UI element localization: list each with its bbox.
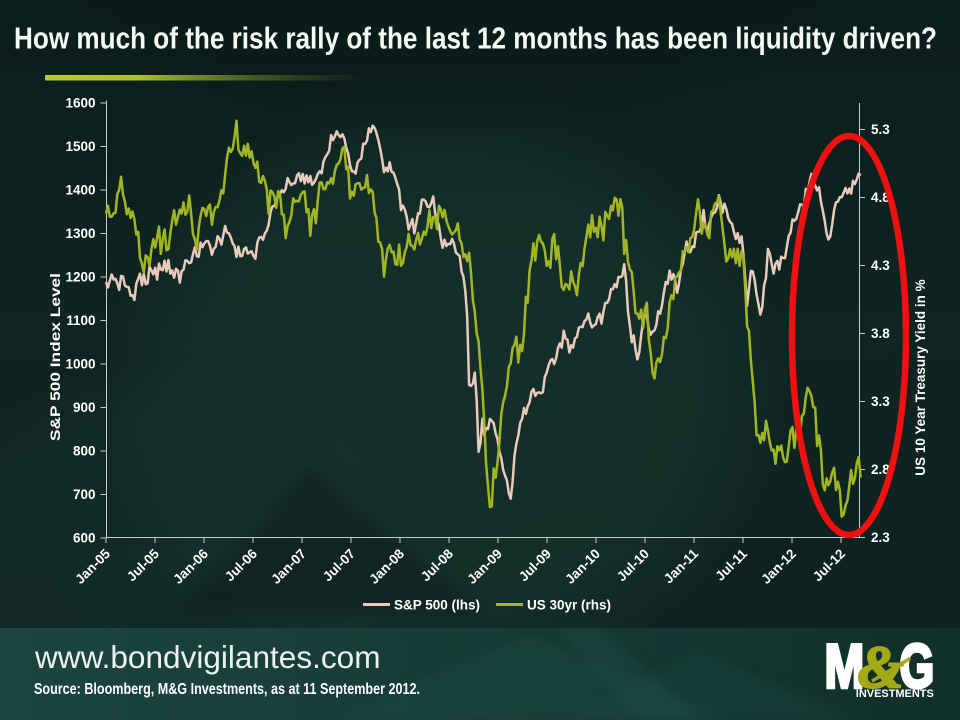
svg-text:US 10 Year Treasury Yield in %: US 10 Year Treasury Yield in %: [913, 279, 928, 475]
svg-text:600: 600: [73, 531, 96, 546]
svg-text:1500: 1500: [65, 139, 95, 154]
svg-text:M: M: [825, 631, 865, 700]
svg-text:1000: 1000: [65, 357, 95, 372]
svg-text:INVESTMENTS: INVESTMENTS: [856, 688, 935, 700]
svg-text:5.3: 5.3: [871, 122, 890, 137]
svg-text:www.bondvigilantes.com: www.bondvigilantes.com: [34, 639, 380, 675]
svg-text:2.8: 2.8: [871, 462, 890, 477]
svg-text:&: &: [858, 635, 905, 701]
svg-text:2.3: 2.3: [871, 530, 890, 545]
svg-text:S&P 500 Index Level: S&P 500 Index Level: [48, 273, 63, 441]
svg-text:Source: Bloomberg, M&G Investm: Source: Bloomberg, M&G Investments, as a…: [34, 681, 420, 698]
svg-text:G: G: [900, 632, 935, 701]
svg-text:1600: 1600: [65, 96, 95, 111]
svg-text:800: 800: [73, 444, 96, 459]
svg-text:3.8: 3.8: [871, 326, 890, 341]
svg-text:1100: 1100: [66, 313, 95, 328]
svg-text:US 30yr (rhs): US 30yr (rhs): [527, 598, 611, 613]
svg-text:700: 700: [73, 487, 96, 502]
svg-text:3.3: 3.3: [871, 394, 890, 409]
svg-text:S&P 500 (lhs): S&P 500 (lhs): [394, 598, 480, 613]
svg-text:4.3: 4.3: [871, 258, 890, 273]
svg-text:4.8: 4.8: [871, 190, 890, 205]
svg-text:1200: 1200: [65, 270, 95, 285]
svg-text:How much of the risk rally of: How much of the risk rally of the last 1…: [14, 22, 937, 56]
svg-text:900: 900: [73, 400, 96, 415]
svg-text:1400: 1400: [65, 183, 95, 198]
svg-text:1300: 1300: [65, 226, 95, 241]
